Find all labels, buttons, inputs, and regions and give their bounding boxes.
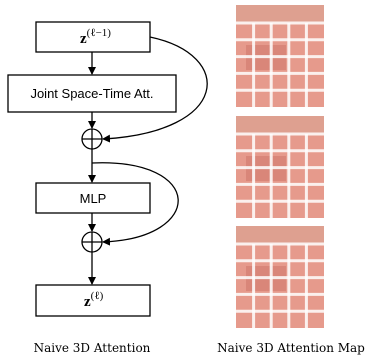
frame-shade — [236, 226, 324, 244]
figure: z(ℓ−1) Joint Space-Time Att. MLP z(ℓ) Na… — [0, 0, 378, 359]
caption: Naive 3D Attention — [34, 341, 151, 355]
frame-shade — [236, 5, 324, 23]
mlp-label: MLP — [80, 191, 107, 206]
caption: Naive 3D Attention Map — [217, 341, 365, 355]
attention-label: Joint Space-Time Att. — [30, 86, 153, 101]
frame-shade — [236, 116, 324, 134]
attention-maps — [236, 5, 324, 328]
